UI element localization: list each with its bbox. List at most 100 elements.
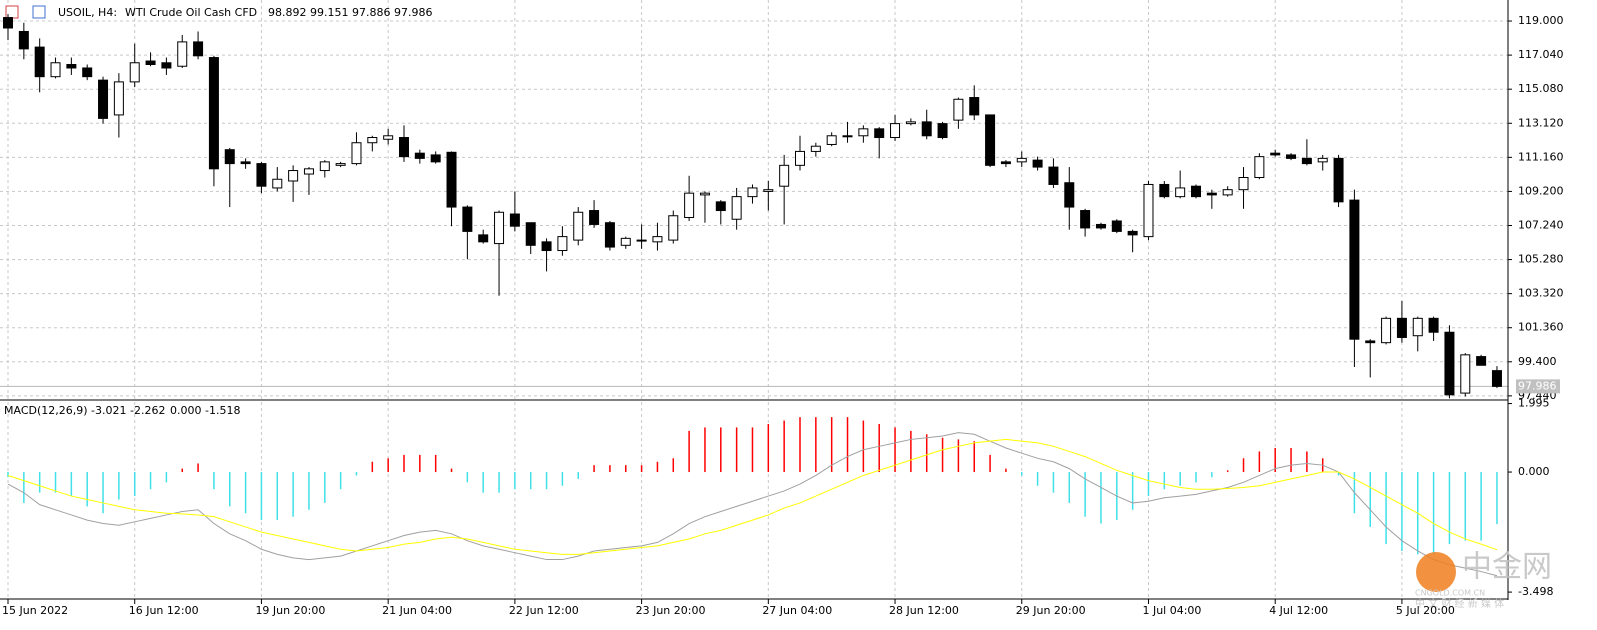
macd-signal: -2.262 xyxy=(130,404,165,417)
candle-down xyxy=(1159,183,1170,198)
x-tick-label: 23 Jun 20:00 xyxy=(636,604,706,617)
candle-up xyxy=(50,62,61,78)
last-price-label: 97.986 xyxy=(1518,379,1557,392)
candle-down xyxy=(414,152,425,159)
candle-down xyxy=(525,222,536,246)
candle-up xyxy=(905,121,916,125)
candle-down xyxy=(3,17,13,29)
x-tick-label: 27 Jun 04:00 xyxy=(762,604,832,617)
candle-up xyxy=(779,164,790,187)
y-tick-label: 103.320 xyxy=(1518,287,1564,300)
candle-down xyxy=(161,62,172,69)
candle-up xyxy=(1381,317,1392,344)
candle-up xyxy=(747,187,758,198)
candle-down xyxy=(1206,192,1217,196)
candle-up xyxy=(557,236,568,252)
candle-down xyxy=(1333,157,1344,203)
candle-up xyxy=(1317,157,1328,163)
candle-up xyxy=(1460,354,1471,394)
x-tick-label: 15 Jun 2022 xyxy=(2,604,68,617)
watermark-slogan: 中 文 财 经 新 媒 体 xyxy=(1415,597,1504,610)
candle-down xyxy=(478,234,489,243)
candle-down xyxy=(1095,223,1106,229)
candle-down xyxy=(1270,152,1281,156)
watermark-title: 中金网 xyxy=(1462,550,1552,585)
candle-up xyxy=(573,211,584,241)
x-tick-label: 16 Jun 12:00 xyxy=(129,604,199,617)
candle-down xyxy=(446,151,457,208)
candle-down xyxy=(1191,185,1201,198)
x-tick-label: 22 Jun 12:00 xyxy=(509,604,579,617)
ohlc-close: 97.986 xyxy=(394,6,433,19)
candle-down xyxy=(1000,161,1011,165)
candle-up xyxy=(763,189,774,192)
candle-down xyxy=(509,213,520,227)
candle-down xyxy=(937,123,948,139)
ohlc-low: 97.886 xyxy=(352,6,391,19)
candle-down xyxy=(224,149,235,165)
candle-down xyxy=(1476,356,1487,366)
candle-down xyxy=(1048,166,1059,185)
macd-line xyxy=(7,432,1498,577)
candle-up xyxy=(652,236,663,243)
candle-up xyxy=(367,137,378,144)
x-tick-label: 4 Jul 12:00 xyxy=(1269,604,1328,617)
candle-down xyxy=(1286,154,1297,159)
candle-up xyxy=(288,170,299,182)
candle-down xyxy=(193,41,204,57)
candle-down xyxy=(1301,157,1312,165)
candle-down xyxy=(1428,317,1439,333)
y-tick-label: 117.040 xyxy=(1518,48,1564,61)
y-tick-label: 109.200 xyxy=(1518,184,1564,197)
candle-down xyxy=(921,121,932,137)
candle-down xyxy=(1111,220,1122,232)
candle-up xyxy=(636,239,647,242)
candle-up xyxy=(177,41,188,67)
candle-down xyxy=(969,97,980,116)
candle-down xyxy=(399,137,409,158)
candle-up xyxy=(335,163,346,166)
candle-up xyxy=(1175,187,1186,198)
candle-up xyxy=(303,168,314,175)
y-tick-label: 113.120 xyxy=(1518,116,1564,129)
candle-down xyxy=(1127,230,1138,236)
candle-down xyxy=(1444,331,1455,396)
candle-up xyxy=(1222,189,1233,196)
candle-up xyxy=(129,62,140,83)
candle-up xyxy=(1412,317,1423,337)
candle-up xyxy=(731,196,742,220)
y-tick-label: 99.400 xyxy=(1518,355,1557,368)
macd-line xyxy=(7,438,1498,555)
candle-down xyxy=(1349,199,1360,340)
candle-up xyxy=(1143,183,1154,238)
candle-down xyxy=(34,46,45,78)
macd-hist: -1.518 xyxy=(205,404,240,417)
candle-down xyxy=(589,210,600,225)
y-tick-label: 0.000 xyxy=(1518,465,1550,478)
candle-down xyxy=(874,128,885,139)
icon xyxy=(32,5,46,19)
candle-down xyxy=(208,57,219,170)
watermark: 中金网 CNGOLD.COM.CN 中 文 财 经 新 媒 体 xyxy=(1415,550,1552,611)
y-tick-label: 111.160 xyxy=(1518,150,1564,163)
x-tick-label: 19 Jun 20:00 xyxy=(255,604,325,617)
candle-down xyxy=(462,206,473,232)
candle-up xyxy=(1016,157,1027,163)
description: WTI Crude Oil Cash CFD xyxy=(125,6,257,19)
ohlc-high: 99.151 xyxy=(310,6,349,19)
y-tick-label: 1.995 xyxy=(1518,397,1550,410)
candle-down xyxy=(240,161,251,165)
candle-up xyxy=(795,150,805,166)
ohlc-open: 98.892 xyxy=(268,6,307,19)
candle-down xyxy=(430,154,441,163)
candle-down xyxy=(985,114,996,166)
candle-up xyxy=(953,98,964,121)
macd-header: MACD(12,26,9) -3.021 -2.262 0.000 -1.518 xyxy=(4,404,240,417)
y-tick-label: 119.000 xyxy=(1518,14,1564,27)
candle-up xyxy=(810,145,821,152)
candle-down xyxy=(1396,317,1407,338)
candle-down xyxy=(604,222,615,248)
logo xyxy=(1416,552,1456,592)
candle-down xyxy=(1032,159,1043,168)
